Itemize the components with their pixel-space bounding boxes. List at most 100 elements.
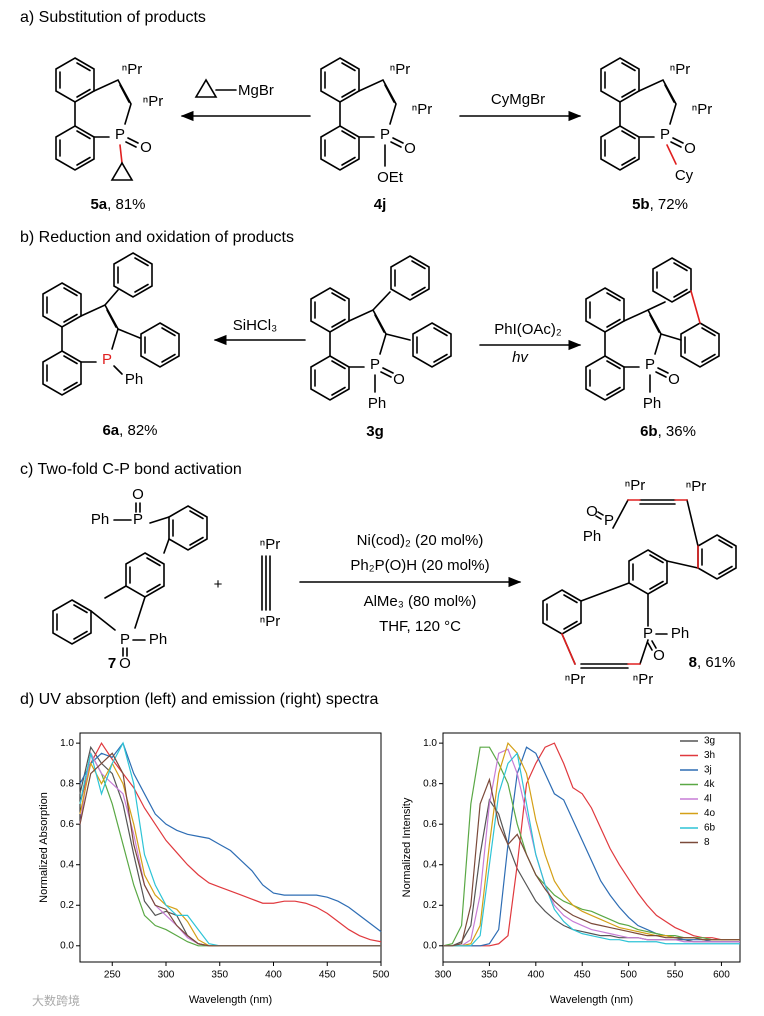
watermark: 大数跨境 bbox=[32, 993, 80, 1008]
atom: Ph bbox=[125, 371, 143, 388]
legend-label: 8 bbox=[704, 837, 710, 848]
reagent: hv bbox=[512, 349, 529, 366]
series-line bbox=[443, 746, 740, 947]
y-tick-label: 1.0 bbox=[60, 738, 74, 749]
scheme-a: a) Substitution of products ⁿPr ⁿPr P O … bbox=[20, 9, 712, 213]
legend-label: 3g bbox=[704, 736, 715, 747]
atom: P bbox=[370, 356, 380, 373]
series-line bbox=[443, 777, 740, 947]
scheme-b: b) Reduction and oxidation of products P… bbox=[20, 229, 720, 440]
atom: ⁿPr bbox=[633, 671, 653, 688]
atom: ⁿPr bbox=[670, 61, 690, 78]
legend-label: 4k bbox=[704, 779, 716, 790]
atom: P bbox=[120, 631, 130, 648]
bond bbox=[125, 137, 139, 148]
yield: , 61% bbox=[697, 654, 735, 671]
series-line bbox=[79, 741, 382, 933]
atom: P bbox=[115, 126, 125, 143]
series-line bbox=[443, 748, 740, 947]
series-line bbox=[443, 742, 740, 947]
y-axis-title: Normalized Absorption bbox=[38, 792, 50, 903]
atom: Ph bbox=[671, 625, 689, 642]
heading: b) Reduction and oxidation of products bbox=[20, 229, 294, 246]
series-line bbox=[79, 741, 382, 943]
y-tick-label: 0.2 bbox=[423, 900, 437, 911]
atom: OEt bbox=[377, 169, 404, 186]
bond bbox=[104, 289, 141, 339]
bond bbox=[113, 365, 123, 375]
bond bbox=[90, 516, 170, 631]
y-tick-label: 0.8 bbox=[423, 778, 437, 789]
yield: , 81% bbox=[107, 196, 145, 213]
id: 6b bbox=[640, 423, 658, 440]
y-tick-label: 0.0 bbox=[423, 940, 437, 951]
bond bbox=[119, 144, 123, 164]
structure-5b bbox=[601, 58, 676, 170]
atom: O bbox=[586, 503, 598, 520]
atom: ⁿPr bbox=[122, 61, 142, 78]
structure-5a bbox=[56, 58, 131, 170]
x-tick-label: 300 bbox=[158, 970, 175, 981]
y-tick-label: 0.6 bbox=[423, 819, 437, 830]
x-tick-label: 600 bbox=[713, 970, 730, 981]
legend-label: 3j bbox=[704, 765, 712, 776]
atom: ⁿPr bbox=[625, 477, 645, 494]
atom: O bbox=[119, 655, 131, 672]
x-tick-label: 400 bbox=[265, 970, 282, 981]
atom: O bbox=[684, 140, 696, 157]
y-tick-label: 0.2 bbox=[60, 900, 74, 911]
x-tick-label: 400 bbox=[527, 970, 544, 981]
y-axis-title: Normalized Intensity bbox=[401, 797, 413, 897]
bond bbox=[122, 647, 128, 657]
compound-label: 3g bbox=[366, 423, 384, 440]
bond bbox=[647, 301, 682, 341]
x-axis-title: Wavelength (nm) bbox=[550, 994, 633, 1006]
bond bbox=[647, 640, 657, 651]
atom: Ph bbox=[583, 528, 601, 545]
x-axis-title: Wavelength (nm) bbox=[189, 994, 272, 1006]
atom: P bbox=[380, 126, 390, 143]
series-line bbox=[79, 751, 381, 947]
x-tick-label: 300 bbox=[435, 970, 452, 981]
bond bbox=[666, 144, 677, 165]
reagent: SiHCl₃ bbox=[233, 317, 277, 334]
atom: Cy bbox=[675, 167, 694, 184]
atom: O bbox=[404, 140, 416, 157]
legend-label: 4l bbox=[704, 794, 712, 805]
atom: ⁿPr bbox=[692, 101, 712, 118]
series-line bbox=[443, 741, 740, 947]
x-tick-label: 450 bbox=[574, 970, 591, 981]
plot-frame bbox=[442, 732, 741, 963]
yield: , 82% bbox=[119, 422, 157, 439]
atom: P bbox=[133, 511, 143, 528]
id: 6a bbox=[102, 422, 119, 439]
series-line bbox=[443, 798, 740, 947]
heading: c) Two-fold C-P bond activation bbox=[20, 461, 242, 478]
bond bbox=[135, 502, 141, 513]
compound-label: 4j bbox=[374, 196, 387, 213]
yield: , 72% bbox=[650, 196, 688, 213]
atom: O bbox=[140, 139, 152, 156]
series-line bbox=[79, 751, 381, 947]
condition: Ni(cod)₂ (20 mol%) bbox=[357, 532, 484, 549]
atom: P bbox=[660, 126, 670, 143]
atom: P bbox=[645, 356, 655, 373]
plot-frame bbox=[79, 732, 382, 963]
bond bbox=[690, 290, 701, 324]
atom: P bbox=[102, 351, 112, 368]
atom: ⁿPr bbox=[565, 671, 585, 688]
x-tick-label: 500 bbox=[620, 970, 637, 981]
cyclopropyl bbox=[194, 78, 218, 98]
condition: AlMe₃ (80 mol%) bbox=[364, 593, 477, 610]
y-tick-label: 1.0 bbox=[423, 738, 437, 749]
bond bbox=[380, 367, 394, 378]
chart: 250 300 350 400 450 500 0.0 0.2 0.4 0.6 0.8 1.0 Wave… bbox=[38, 732, 390, 1006]
reagent: PhI(OAc)₂ bbox=[494, 321, 562, 338]
bond bbox=[390, 137, 404, 148]
reagent: MgBr bbox=[238, 82, 274, 99]
new-bond bbox=[561, 499, 699, 665]
yield: , 36% bbox=[658, 423, 696, 440]
x-tick-label: 350 bbox=[481, 970, 498, 981]
atom: ⁿPr bbox=[260, 613, 280, 630]
